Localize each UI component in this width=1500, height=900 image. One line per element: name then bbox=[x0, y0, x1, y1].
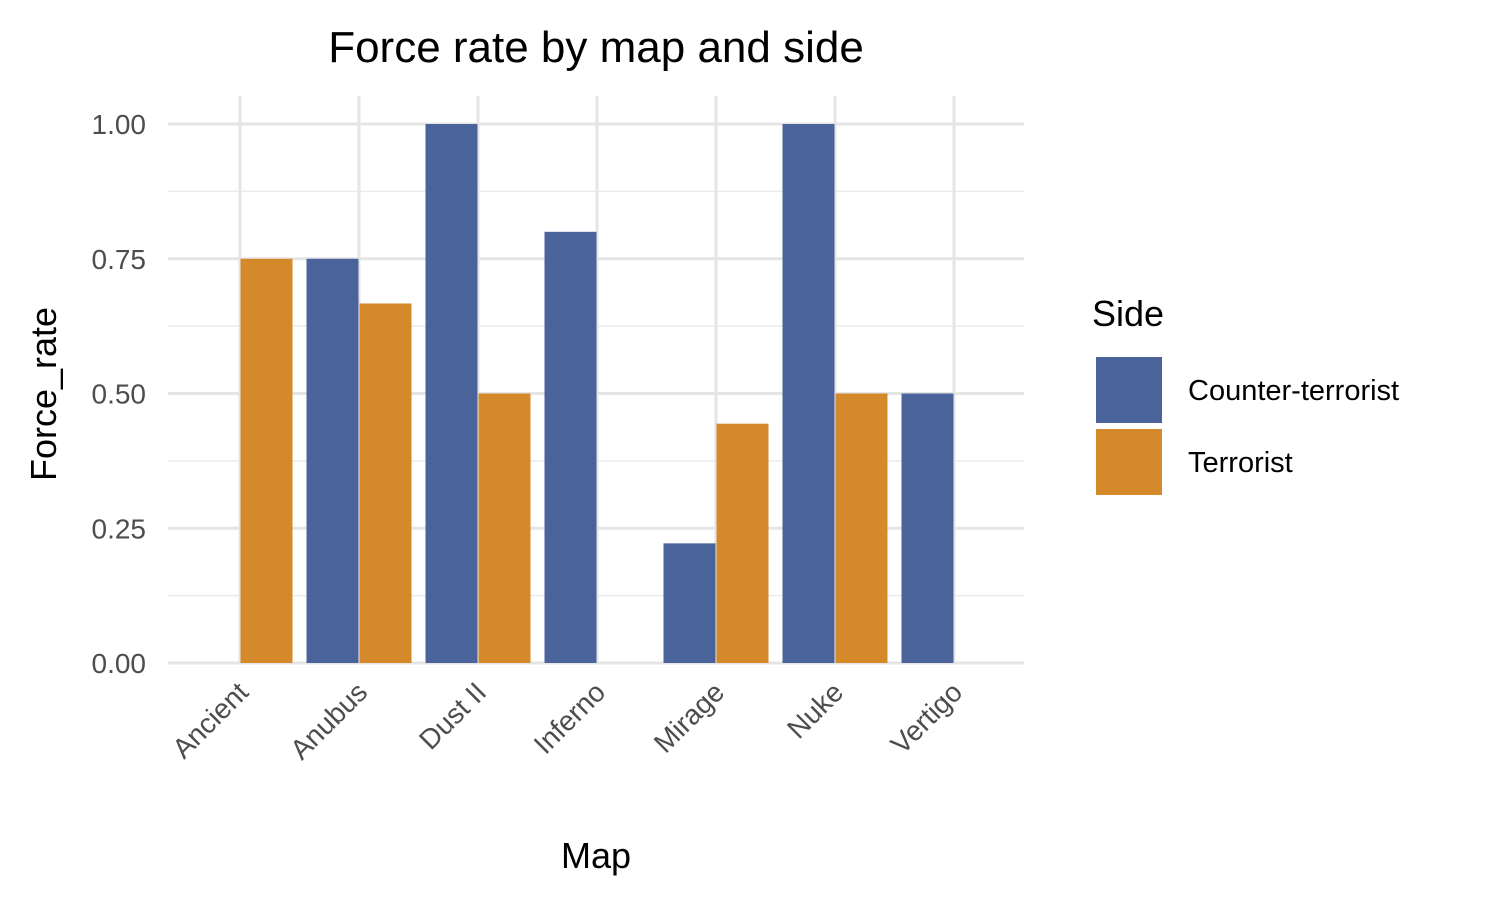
bar bbox=[478, 393, 531, 663]
bar bbox=[663, 543, 716, 663]
y-tick-label: 0.00 bbox=[92, 648, 147, 679]
bars bbox=[240, 124, 954, 664]
y-axis-title: Force_rate bbox=[23, 307, 64, 481]
legend-key bbox=[1096, 357, 1162, 423]
x-axis-ticks: Ancient Anubus Dust II Inferno Mirage Nuke Ver… bbox=[166, 676, 968, 765]
y-axis-ticks: 0.00 0.25 0.50 0.75 1.00 bbox=[92, 109, 147, 679]
bar bbox=[240, 258, 293, 663]
bar bbox=[782, 124, 835, 663]
x-tick-label: Inferno bbox=[528, 676, 612, 760]
bar bbox=[544, 231, 597, 664]
legend-items: Counter-terrorist Terrorist bbox=[1096, 357, 1399, 495]
y-tick-label: 1.00 bbox=[92, 109, 147, 140]
y-tick-label: 0.75 bbox=[92, 244, 147, 275]
bar bbox=[306, 258, 359, 663]
chart-title: Force rate by map and side bbox=[328, 23, 864, 72]
x-tick-label: Dust II bbox=[413, 676, 492, 755]
x-tick-label: Anubus bbox=[284, 676, 373, 765]
legend: Side Counter-terrorist Terrorist bbox=[1092, 293, 1399, 495]
x-tick-label: Vertigo bbox=[885, 676, 969, 760]
legend-label: Terrorist bbox=[1188, 447, 1293, 479]
legend-title: Side bbox=[1092, 293, 1164, 334]
legend-key bbox=[1096, 429, 1162, 495]
x-axis-title: Map bbox=[561, 835, 631, 876]
x-tick-label: Ancient bbox=[166, 676, 254, 764]
x-tick-label: Mirage bbox=[648, 676, 730, 758]
bar bbox=[835, 393, 888, 663]
bar bbox=[716, 423, 769, 663]
bar bbox=[901, 393, 954, 663]
legend-label: Counter-terrorist bbox=[1188, 375, 1399, 407]
x-tick-label: Nuke bbox=[781, 676, 849, 744]
y-tick-label: 0.50 bbox=[92, 379, 147, 410]
bar bbox=[359, 303, 412, 663]
y-tick-label: 0.25 bbox=[92, 513, 147, 544]
bar bbox=[425, 124, 478, 663]
